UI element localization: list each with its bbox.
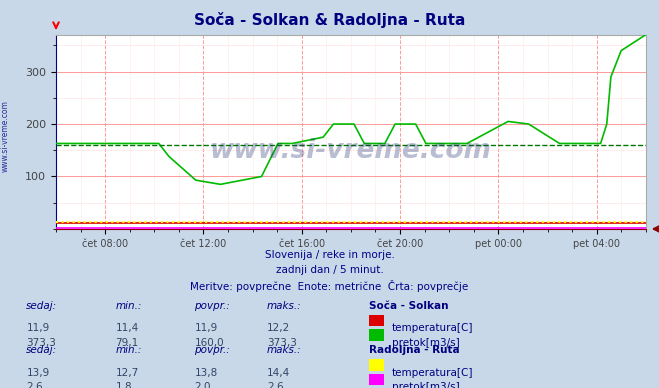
Text: sedaj:: sedaj: <box>26 345 57 355</box>
Text: povpr.:: povpr.: <box>194 345 230 355</box>
Text: min.:: min.: <box>115 345 142 355</box>
Text: 12,7: 12,7 <box>115 368 138 378</box>
Text: 160,0: 160,0 <box>194 338 224 348</box>
Text: 14,4: 14,4 <box>267 368 290 378</box>
Text: Meritve: povprečne  Enote: metrične  Črta: povprečje: Meritve: povprečne Enote: metrične Črta:… <box>190 280 469 292</box>
Text: Slovenija / reke in morje.: Slovenija / reke in morje. <box>264 250 395 260</box>
Text: 11,9: 11,9 <box>26 323 49 333</box>
Text: 2,6: 2,6 <box>26 382 43 388</box>
Text: 79,1: 79,1 <box>115 338 138 348</box>
Text: pretok[m3/s]: pretok[m3/s] <box>392 338 460 348</box>
Text: 12,2: 12,2 <box>267 323 290 333</box>
Text: 11,4: 11,4 <box>115 323 138 333</box>
Text: Soča - Solkan: Soča - Solkan <box>369 301 449 311</box>
Text: pretok[m3/s]: pretok[m3/s] <box>392 382 460 388</box>
Text: 13,8: 13,8 <box>194 368 217 378</box>
Text: povpr.:: povpr.: <box>194 301 230 311</box>
Text: zadnji dan / 5 minut.: zadnji dan / 5 minut. <box>275 265 384 275</box>
Text: maks.:: maks.: <box>267 301 302 311</box>
Text: 2,6: 2,6 <box>267 382 283 388</box>
Text: Soča - Solkan & Radoljna - Ruta: Soča - Solkan & Radoljna - Ruta <box>194 12 465 28</box>
Text: 1,8: 1,8 <box>115 382 132 388</box>
Text: 2,0: 2,0 <box>194 382 211 388</box>
Text: www.si-vreme.com: www.si-vreme.com <box>1 100 10 172</box>
Text: min.:: min.: <box>115 301 142 311</box>
Text: sedaj:: sedaj: <box>26 301 57 311</box>
Text: 373,3: 373,3 <box>26 338 56 348</box>
Text: 373,3: 373,3 <box>267 338 297 348</box>
Text: temperatura[C]: temperatura[C] <box>392 368 474 378</box>
Text: 13,9: 13,9 <box>26 368 49 378</box>
Text: temperatura[C]: temperatura[C] <box>392 323 474 333</box>
Text: Radoljna - Ruta: Radoljna - Ruta <box>369 345 460 355</box>
Text: www.si-vreme.com: www.si-vreme.com <box>210 138 492 165</box>
Text: maks.:: maks.: <box>267 345 302 355</box>
Text: 11,9: 11,9 <box>194 323 217 333</box>
